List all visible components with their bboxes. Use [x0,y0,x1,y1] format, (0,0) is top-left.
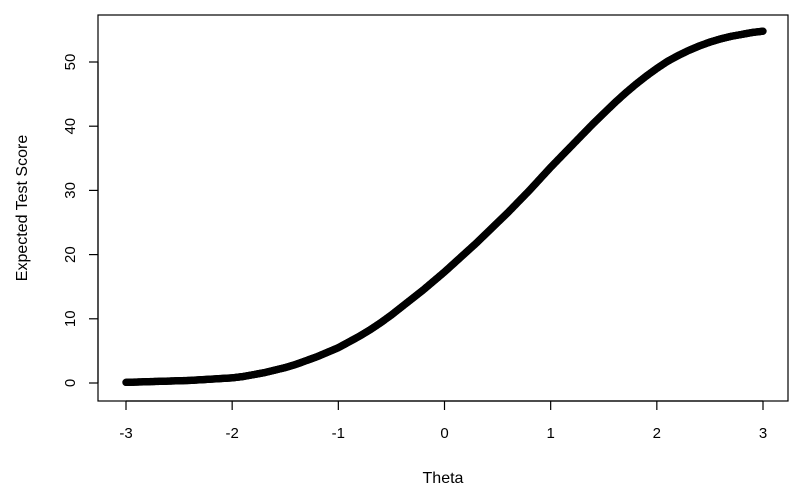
y-tick-label: 40 [62,118,79,135]
x-tick-label: -1 [332,425,345,442]
data-points [122,27,767,387]
data-point [759,27,767,35]
x-axis: -3 -2 -1 0 1 2 3 [119,400,767,442]
x-tick-label: 3 [759,425,767,442]
y-tick-label: 20 [62,246,79,263]
x-axis-label: Theta [423,470,464,487]
x-tick-label: 2 [653,425,661,442]
x-tick-label: -2 [225,425,238,442]
y-tick-label: 10 [62,310,79,327]
x-tick-label: -3 [119,425,132,442]
y-tick-label: 50 [62,54,79,71]
y-tick-label: 0 [62,379,79,387]
plot-frame [97,14,789,402]
y-axis-label: Expected Test Score [14,135,31,282]
x-tick-label: 1 [546,425,554,442]
y-axis: 0 10 20 30 40 50 [62,54,99,387]
x-tick-label: 0 [440,425,448,442]
y-tick-label: 30 [62,182,79,199]
